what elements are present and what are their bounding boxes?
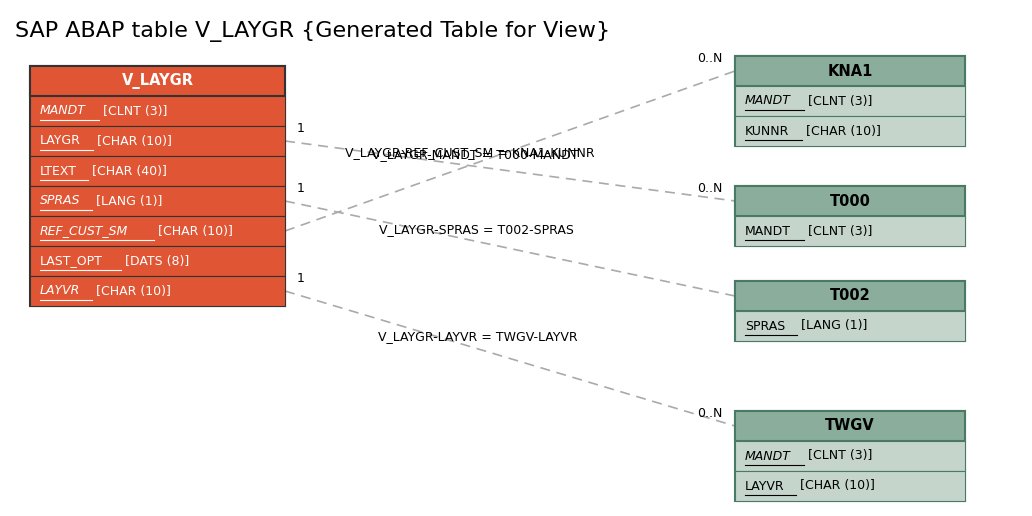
Text: [CHAR (10)]: [CHAR (10)]	[93, 135, 171, 148]
Text: V_LAYGR-LAYVR = TWGV-LAYVR: V_LAYGR-LAYVR = TWGV-LAYVR	[378, 330, 577, 343]
Text: V_LAYGR-REF_CUST_SM = KNA1-KUNNR: V_LAYGR-REF_CUST_SM = KNA1-KUNNR	[345, 146, 594, 159]
Text: LTEXT: LTEXT	[40, 165, 77, 178]
Text: MANDT: MANDT	[745, 224, 791, 237]
Text: [CLNT (3)]: [CLNT (3)]	[804, 449, 873, 462]
Bar	[735, 281, 965, 341]
Bar	[735, 441, 965, 471]
Text: [DATS (8)]: [DATS (8)]	[121, 254, 190, 267]
Text: 1: 1	[297, 122, 304, 135]
Text: MANDT: MANDT	[745, 94, 791, 107]
Text: [CHAR (10)]: [CHAR (10)]	[92, 284, 171, 298]
Text: 1: 1	[297, 272, 304, 285]
Bar	[30, 66, 285, 306]
Text: [CLNT (3)]: [CLNT (3)]	[804, 94, 873, 107]
Text: T000: T000	[830, 194, 870, 208]
Text: [CHAR (10)]: [CHAR (10)]	[154, 224, 233, 237]
Text: 0..N: 0..N	[698, 52, 723, 65]
Text: LAST_OPT: LAST_OPT	[40, 254, 103, 267]
Text: V_LAYGR-MANDT = T000-MANDT: V_LAYGR-MANDT = T000-MANDT	[373, 148, 579, 161]
Bar	[735, 86, 965, 116]
Bar	[30, 66, 285, 96]
Text: [CLNT (3)]: [CLNT (3)]	[99, 105, 167, 118]
Text: [CHAR (40)]: [CHAR (40)]	[88, 165, 166, 178]
Text: [LANG (1)]: [LANG (1)]	[797, 319, 867, 332]
Bar	[735, 411, 965, 501]
Text: LAYGR: LAYGR	[40, 135, 80, 148]
Text: SAP ABAP table V_LAYGR {Generated Table for View}: SAP ABAP table V_LAYGR {Generated Table …	[15, 21, 610, 42]
Bar	[735, 216, 965, 246]
Text: V_LAYGR: V_LAYGR	[122, 73, 193, 89]
Text: SPRAS: SPRAS	[40, 195, 80, 207]
Bar	[30, 246, 285, 276]
Bar	[735, 311, 965, 341]
Bar	[735, 186, 965, 246]
Text: 1: 1	[297, 182, 304, 195]
Text: [CHAR (10)]: [CHAR (10)]	[802, 124, 881, 137]
Text: REF_CUST_SM: REF_CUST_SM	[40, 224, 128, 237]
Bar	[735, 186, 965, 216]
Bar	[30, 216, 285, 246]
Text: 0..N: 0..N	[698, 407, 723, 420]
Bar	[735, 116, 965, 146]
Bar	[735, 411, 965, 441]
Bar	[30, 186, 285, 216]
Text: MANDT: MANDT	[40, 105, 86, 118]
Text: V_LAYGR-SPRAS = T002-SPRAS: V_LAYGR-SPRAS = T002-SPRAS	[379, 223, 574, 236]
Text: T002: T002	[830, 288, 870, 303]
Text: TWGV: TWGV	[826, 418, 875, 433]
Bar	[30, 156, 285, 186]
Bar	[30, 96, 285, 126]
Text: [CHAR (10)]: [CHAR (10)]	[796, 479, 875, 492]
Bar	[30, 276, 285, 306]
Text: [LANG (1)]: [LANG (1)]	[92, 195, 162, 207]
Text: LAYVR: LAYVR	[40, 284, 80, 298]
Bar	[30, 126, 285, 156]
Text: [CLNT (3)]: [CLNT (3)]	[804, 224, 873, 237]
Text: KNA1: KNA1	[828, 63, 873, 78]
Text: SPRAS: SPRAS	[745, 319, 785, 332]
Text: LAYVR: LAYVR	[745, 479, 784, 492]
Text: KUNNR: KUNNR	[745, 124, 789, 137]
Bar	[735, 56, 965, 86]
Bar	[735, 471, 965, 501]
Text: MANDT: MANDT	[745, 449, 791, 462]
Bar	[735, 281, 965, 311]
Bar	[735, 56, 965, 146]
Text: 0..N: 0..N	[698, 182, 723, 195]
